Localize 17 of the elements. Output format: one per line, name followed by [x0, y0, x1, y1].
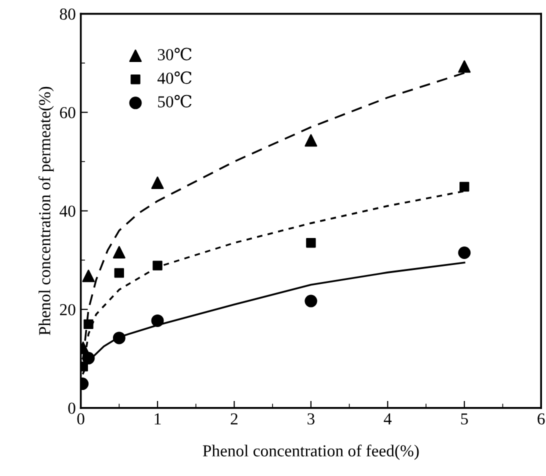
- x-tick-label: 5: [461, 413, 468, 425]
- legend-label: 30℃: [158, 48, 192, 60]
- y-tick-label: 40: [60, 206, 76, 217]
- y-tick-label: 0: [68, 402, 76, 414]
- x-axis-title: Phenol concentration of feed(%): [202, 444, 419, 460]
- legend-label: 50℃: [158, 94, 192, 108]
- x-tick-label: 3: [308, 413, 314, 425]
- y-tick-label: 80: [60, 8, 76, 20]
- y-tick-label: 20: [60, 304, 76, 316]
- x-tick-label: 0: [77, 413, 84, 425]
- x-tick-label: 1: [154, 413, 161, 424]
- x-tick-label: 4: [384, 413, 392, 424]
- x-tick-label: 6: [538, 413, 545, 425]
- y-tick-label: 60: [60, 107, 76, 118]
- legend-label: 40℃: [157, 71, 192, 84]
- y-axis-title: Phenol concentration of permeate(%): [38, 86, 54, 336]
- x-tick-label: 2: [230, 413, 238, 424]
